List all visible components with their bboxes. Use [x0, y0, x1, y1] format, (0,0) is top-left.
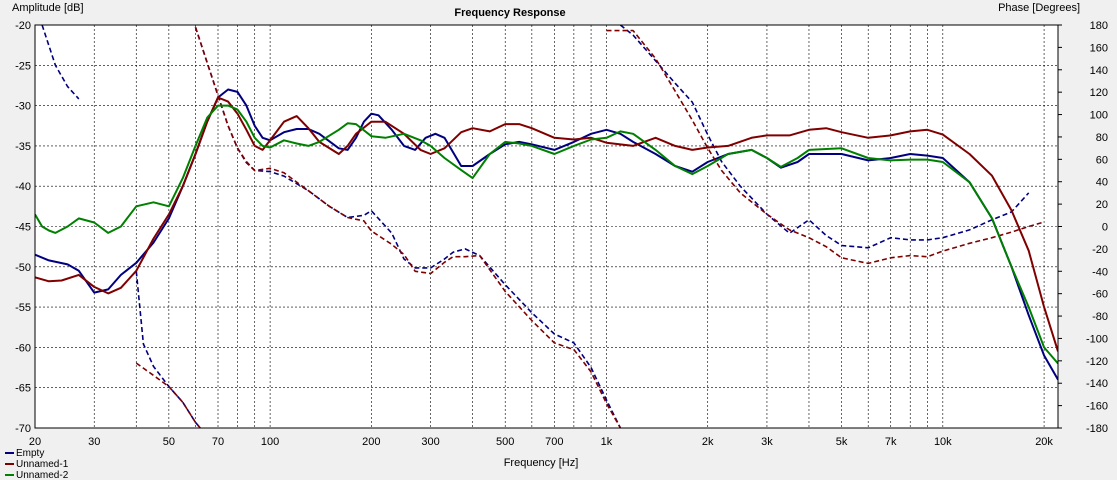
x-tick-label: 70 — [212, 436, 224, 448]
y2-tick-label: -80 — [1092, 311, 1108, 323]
y2-tick-label: 180 — [1090, 20, 1108, 32]
y2-tick-label: -100 — [1086, 333, 1108, 345]
x-tick-label: 20 — [29, 436, 41, 448]
y-tick-label: -40 — [15, 181, 31, 193]
y2-tick-label: -140 — [1086, 378, 1108, 390]
y-axis-label: Amplitude [dB] — [12, 2, 84, 14]
y-tick-label: -65 — [15, 383, 31, 395]
y-tick-label: -20 — [15, 20, 31, 32]
x-tick-label: 50 — [163, 436, 175, 448]
y2-tick-label: 100 — [1090, 110, 1108, 122]
y2-tick-label: -120 — [1086, 356, 1108, 368]
y2-tick-label: 140 — [1090, 65, 1108, 77]
x-tick-label: 2k — [702, 436, 714, 448]
chart-title: Frequency Response — [454, 7, 565, 19]
x-tick-label: 10k — [934, 436, 952, 448]
x-tick-label: 30 — [88, 436, 100, 448]
frequency-axis-ticks: 20 30 50 70 100 200 300 500 700 1k 2k 3k 5k 7k 10k 20k — [29, 436, 1054, 448]
legend-label-unnamed-1: Unnamed-1 — [16, 459, 69, 470]
phase-curve-unnamed-1 — [135, 26, 1045, 428]
y2-tick-label: -40 — [1092, 266, 1108, 278]
x-tick-label: 20k — [1035, 436, 1053, 448]
y2-axis-label: Phase [Degrees] — [998, 2, 1080, 14]
x-tick-label: 5k — [836, 436, 848, 448]
y2-tick-label: 120 — [1090, 87, 1108, 99]
x-tick-label: 200 — [362, 436, 380, 448]
amplitude-curve-unnamed-1 — [35, 96, 1058, 352]
y-tick-label: -30 — [15, 101, 31, 113]
y2-tick-label: 60 — [1096, 154, 1108, 166]
y2-tick-label: -20 — [1092, 244, 1108, 256]
legend: Empty Unnamed-1 Unnamed-2 — [5, 448, 69, 480]
phase-axis-ticks: 180 160 140 120 100 80 60 40 20 0 -20 -40 -60 -80 -100… — [1058, 20, 1108, 435]
amplitude-axis-ticks: -20 -25 -30 -35 -40 -45 -50 -55 -60 -65 -70 — [15, 20, 31, 435]
curves — [35, 25, 1058, 428]
y2-tick-label: -180 — [1086, 423, 1108, 435]
plot-clip — [35, 25, 1058, 428]
x-axis-label: Frequency [Hz] — [504, 457, 579, 469]
x-tick-label: 1k — [601, 436, 613, 448]
legend-label-empty: Empty — [16, 448, 44, 459]
y2-tick-label: 80 — [1096, 132, 1108, 144]
y2-tick-label: 160 — [1090, 42, 1108, 54]
y2-tick-label: -160 — [1086, 401, 1108, 413]
y2-tick-label: -60 — [1092, 289, 1108, 301]
y-tick-label: -25 — [15, 60, 31, 72]
x-tick-label: 700 — [545, 436, 563, 448]
x-tick-label: 500 — [496, 436, 514, 448]
grid — [34, 24, 1058, 429]
y2-tick-label: 40 — [1096, 177, 1108, 189]
y-tick-label: -55 — [15, 302, 31, 314]
x-tick-label: 7k — [885, 436, 897, 448]
x-tick-label: 100 — [261, 436, 279, 448]
y2-tick-label: 0 — [1102, 222, 1108, 234]
y-tick-label: -45 — [15, 222, 31, 234]
x-tick-label: 3k — [761, 436, 773, 448]
y-tick-label: -60 — [15, 342, 31, 354]
y-tick-label: -70 — [15, 423, 31, 435]
y-tick-label: -35 — [15, 141, 31, 153]
y-tick-label: -50 — [15, 262, 31, 274]
y2-tick-label: 20 — [1096, 199, 1108, 211]
amplitude-curve-unnamed-2 — [35, 104, 1058, 365]
legend-label-unnamed-2: Unnamed-2 — [16, 470, 69, 480]
x-tick-label: 300 — [421, 436, 439, 448]
plot-border — [34, 24, 1059, 429]
